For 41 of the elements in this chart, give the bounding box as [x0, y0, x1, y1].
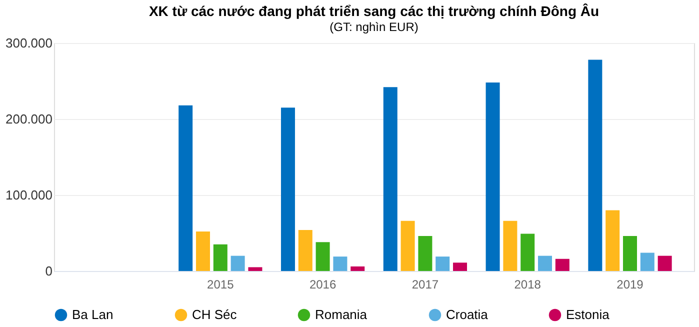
bar: [436, 256, 450, 271]
bar: [248, 267, 262, 271]
bar: [606, 210, 620, 271]
bar: [230, 256, 245, 271]
x-tick-label: 2018: [514, 278, 542, 292]
bar: [383, 87, 398, 271]
bar: [520, 234, 535, 271]
y-tick-label: 200.000: [6, 112, 52, 126]
bar: [178, 105, 193, 271]
x-tick-label: 2019: [616, 278, 644, 292]
bar: [453, 262, 468, 271]
chart-title: XK từ các nước đang phát triển sang các thị trường chính Đông Âu: [148, 3, 600, 19]
bar: [588, 60, 602, 271]
bar: [538, 256, 552, 271]
x-tick-label: 2017: [412, 278, 439, 292]
bar: [418, 236, 432, 271]
legend-label: Croatia: [446, 307, 489, 322]
legend-label: CH Séc: [192, 307, 238, 322]
bar: [213, 244, 228, 271]
bar: [400, 220, 415, 271]
bar: [555, 258, 570, 271]
bar: [280, 108, 295, 271]
x-tick-label: 2015: [207, 278, 234, 292]
y-tick-label: 0: [45, 264, 52, 278]
bar: [316, 242, 330, 271]
y-tick-label: 100.000: [6, 188, 52, 202]
chart-subtitle: (GT: nghìn EUR): [330, 20, 418, 34]
legend-label: Romania: [315, 307, 368, 322]
bar: [298, 230, 312, 271]
legend-label: Estonia: [566, 307, 610, 322]
bar: [350, 266, 365, 271]
y-tick-label: 300.000: [6, 36, 52, 50]
bar: [196, 231, 210, 271]
legend-label: Ba Lan: [72, 307, 114, 322]
bar: [333, 256, 348, 271]
bar: [658, 256, 672, 271]
bar: [640, 252, 654, 271]
bar: [503, 220, 518, 271]
bar: [486, 82, 500, 271]
bar: [623, 236, 637, 271]
x-tick-label: 2016: [309, 278, 336, 292]
